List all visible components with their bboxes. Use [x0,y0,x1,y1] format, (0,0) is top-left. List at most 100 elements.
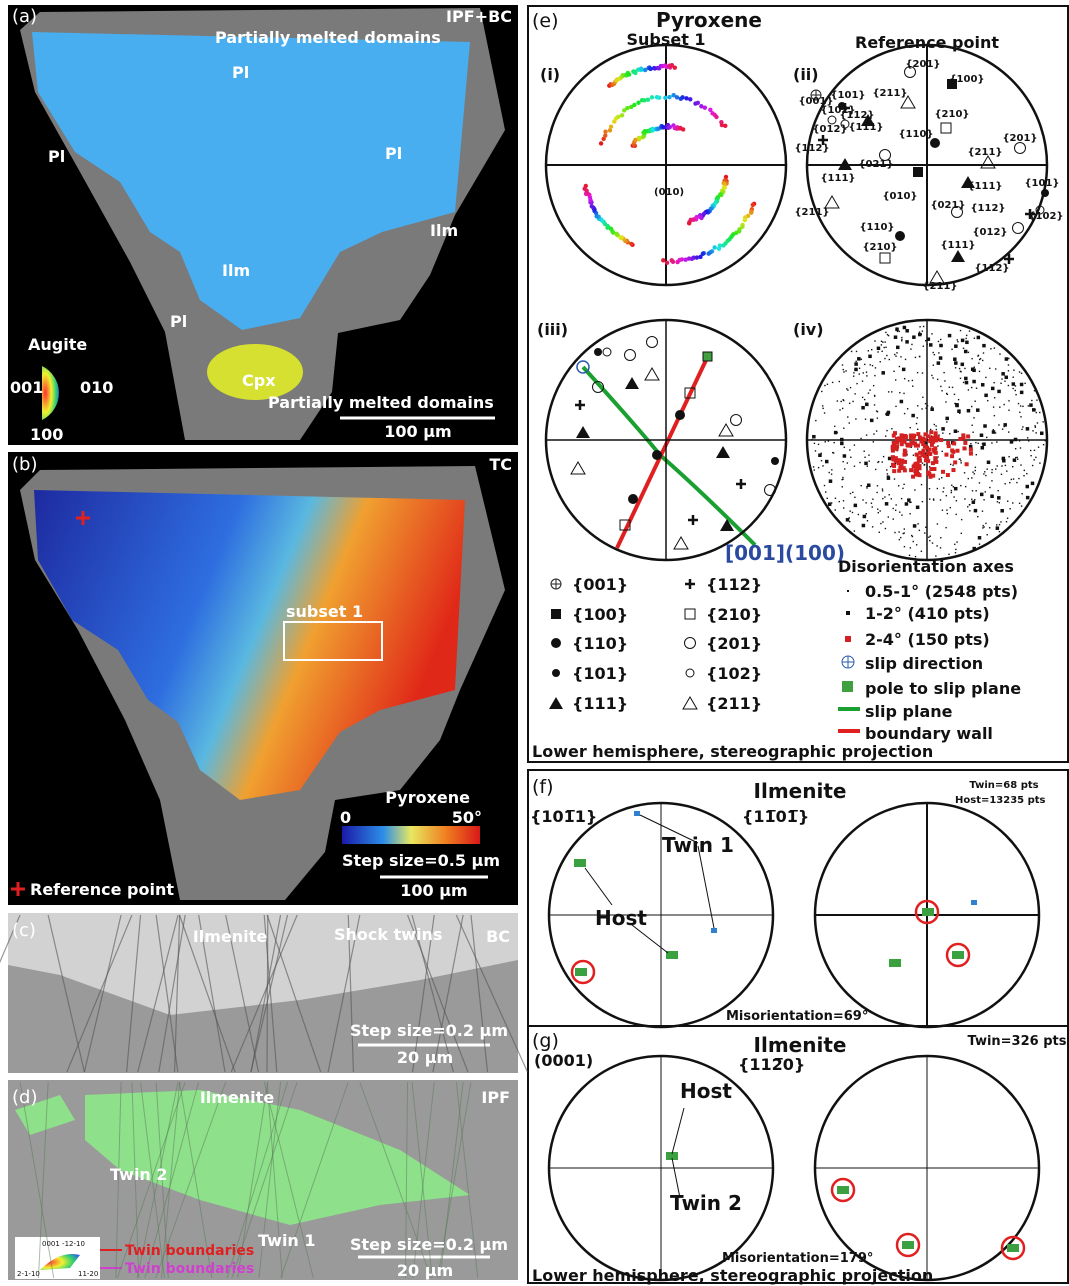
disorientation-axis [821,391,822,392]
disorientation-axis [981,383,985,387]
symbol [685,609,695,619]
disorientation-axis [868,454,869,455]
disorientation-axis [954,429,958,433]
disorientation-axis [1008,364,1009,365]
disorientation-axis [964,377,968,381]
disorientation-axis [1021,373,1022,374]
disorientation-axis [869,460,870,461]
disorientation-axis [972,490,973,491]
disorientation-axis [829,479,833,483]
pole-label: {112} [839,110,874,121]
disorientation-axis [1015,457,1016,458]
disorientation-axis [939,478,940,479]
label: Step size=0.5 µm [342,851,500,870]
disorientation-axis [916,544,917,545]
disorientation-axis [991,387,995,391]
disorientation-axis [1006,521,1007,522]
disorientation-axis [972,380,976,384]
disorientation-axis [868,350,869,351]
pole-label: {012} [812,124,847,135]
pointer [585,868,612,905]
disorientation-axis [876,430,877,431]
disorientation-axis [869,389,870,390]
disorientation-axis [1012,382,1016,386]
disorientation-axis [910,348,911,349]
disorientation-axis [939,356,943,360]
disorientation-axis [822,408,823,409]
disorientation-axis [864,399,865,400]
pole-cluster [574,859,586,867]
disorientation-axis [964,368,965,369]
disorientation-axis [972,432,973,433]
disorientation-axis [885,502,889,506]
legend-label: {211} [706,694,762,713]
disorientation-axis [1014,459,1015,460]
disorientation-axis [902,368,906,372]
disorientation-axis [1008,358,1009,359]
disorientation-axis [888,335,889,336]
disorientation-axis [976,454,977,455]
label: Step size=0.2 µm [350,1021,508,1040]
disorientation-axis [937,523,938,524]
pole-label: {101} [1024,178,1059,189]
disorientation-axis [996,441,997,442]
orientation-point [632,103,636,107]
disorientation-axis [832,452,833,453]
disorientation-axis [859,368,860,369]
disorientation-axis [899,366,900,367]
disorientation-axis [945,527,946,528]
disorientation-axis [874,404,875,405]
disorientation-axis [885,435,886,436]
disorientation-axis [815,450,816,451]
disorientation-axis [955,549,956,550]
disorientation-axis [957,341,958,342]
disorientation-axis [975,401,976,402]
disorientation-axis [883,347,884,348]
disorientation-axis [925,340,926,341]
disorientation-axis [864,451,865,452]
disorientation-axis [913,454,914,455]
orientation-point [680,95,684,99]
pole-label: {112} [970,203,1005,214]
label: {11̅01̅} [742,807,809,826]
disorientation-axis [946,393,947,394]
disorientation-axis [850,457,851,458]
disorientation-axis [854,368,858,372]
disorientation-axis [905,359,906,360]
disorientation-axis [949,433,950,434]
legend-label: 0.5-1° (2548 pts) [865,582,1018,601]
disorientation-axis [1019,412,1020,413]
label: Twin 2 [110,1165,168,1184]
disorientation-axis [840,442,844,446]
disorientation-axis [969,330,970,331]
disorientation-axis [905,340,909,344]
disorientation-axis [956,449,960,453]
disorientation-axis [931,375,932,376]
disorientation-axis [915,357,916,358]
disorientation-axis [999,353,1000,354]
disorientation-axis [990,348,991,349]
disorientation-axis [865,502,866,503]
disorientation-axis [986,468,987,469]
disorientation-axis [1043,444,1044,445]
disorientation-axis [1035,457,1036,458]
label: (iv) [793,320,824,339]
disorientation-axis [965,486,966,487]
disorientation-axis [952,441,956,445]
disorientation-axis [1027,437,1028,438]
disorientation-axis [895,510,896,511]
disorientation-axis [825,441,826,442]
disorientation-axis [919,530,920,531]
disorientation-axis [888,516,889,517]
disorientation-axis [953,460,957,464]
disorientation-axis [909,468,913,472]
disorientation-axis [913,541,914,542]
disorientation-axis [1032,430,1033,431]
disorientation-axis [969,504,970,505]
disorientation-axis [957,339,958,340]
disorientation-axis [955,367,956,368]
symbol [1041,189,1049,197]
label: Pl [48,147,65,166]
disorientation-axis [892,469,896,473]
disorientation-axis [997,496,1001,500]
